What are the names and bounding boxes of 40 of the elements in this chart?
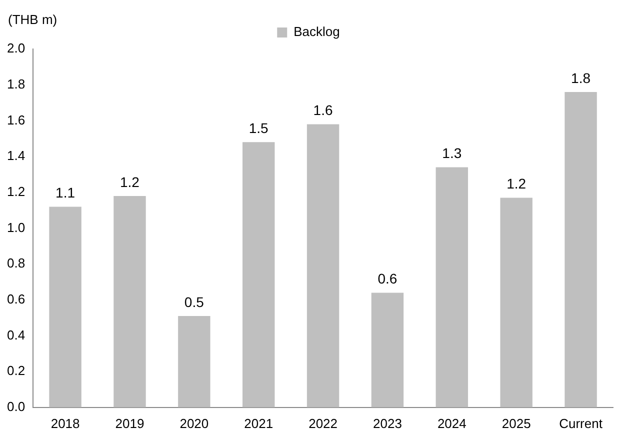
y-tick-label: 2.0 — [6, 40, 26, 56]
y-tick-label: 1.8 — [6, 76, 26, 92]
data-label: 0.6 — [378, 270, 398, 287]
bar — [306, 124, 340, 408]
x-tick-label: Current — [559, 416, 603, 431]
x-tick-label: 2019 — [115, 416, 144, 431]
bar — [242, 142, 275, 408]
data-label: 1.2 — [506, 176, 526, 192]
bar — [178, 316, 210, 408]
y-axis-title: (THB m) — [8, 12, 58, 27]
y-tick-label: 1.0 — [6, 220, 26, 235]
y-tick-label: 0.0 — [6, 398, 26, 414]
y-tick-label: 0.2 — [6, 363, 26, 378]
legend-label: Backlog — [294, 24, 340, 40]
data-label: 1.2 — [120, 174, 140, 190]
y-tick-label: 0.6 — [6, 291, 26, 306]
x-tick-label: 2023 — [373, 416, 402, 431]
data-label: 0.5 — [184, 294, 204, 310]
bar — [436, 167, 468, 408]
y-tick-label: 1.2 — [6, 184, 26, 199]
y-tick-label: 0.4 — [6, 327, 26, 342]
x-tick-label: 2024 — [437, 416, 466, 431]
x-tick-label: 2021 — [244, 416, 274, 431]
data-label: 1.6 — [313, 102, 333, 118]
data-label: 1.1 — [56, 184, 76, 201]
data-label: 1.8 — [571, 70, 591, 86]
x-tick-label: 2025 — [502, 416, 531, 431]
bar — [564, 92, 597, 408]
y-tick-label: 1.4 — [6, 148, 26, 164]
x-tick-label: 2020 — [180, 416, 209, 431]
data-label: 1.5 — [248, 120, 269, 136]
data-label: 1.3 — [442, 145, 462, 162]
bar — [114, 196, 146, 408]
x-tick-label: 2018 — [50, 416, 80, 431]
bar — [49, 206, 82, 408]
x-tick-label: 2022 — [308, 416, 338, 431]
bar — [371, 292, 404, 408]
bar — [500, 198, 532, 408]
y-tick-label: 0.8 — [6, 256, 26, 271]
y-tick-label: 1.6 — [6, 112, 26, 128]
